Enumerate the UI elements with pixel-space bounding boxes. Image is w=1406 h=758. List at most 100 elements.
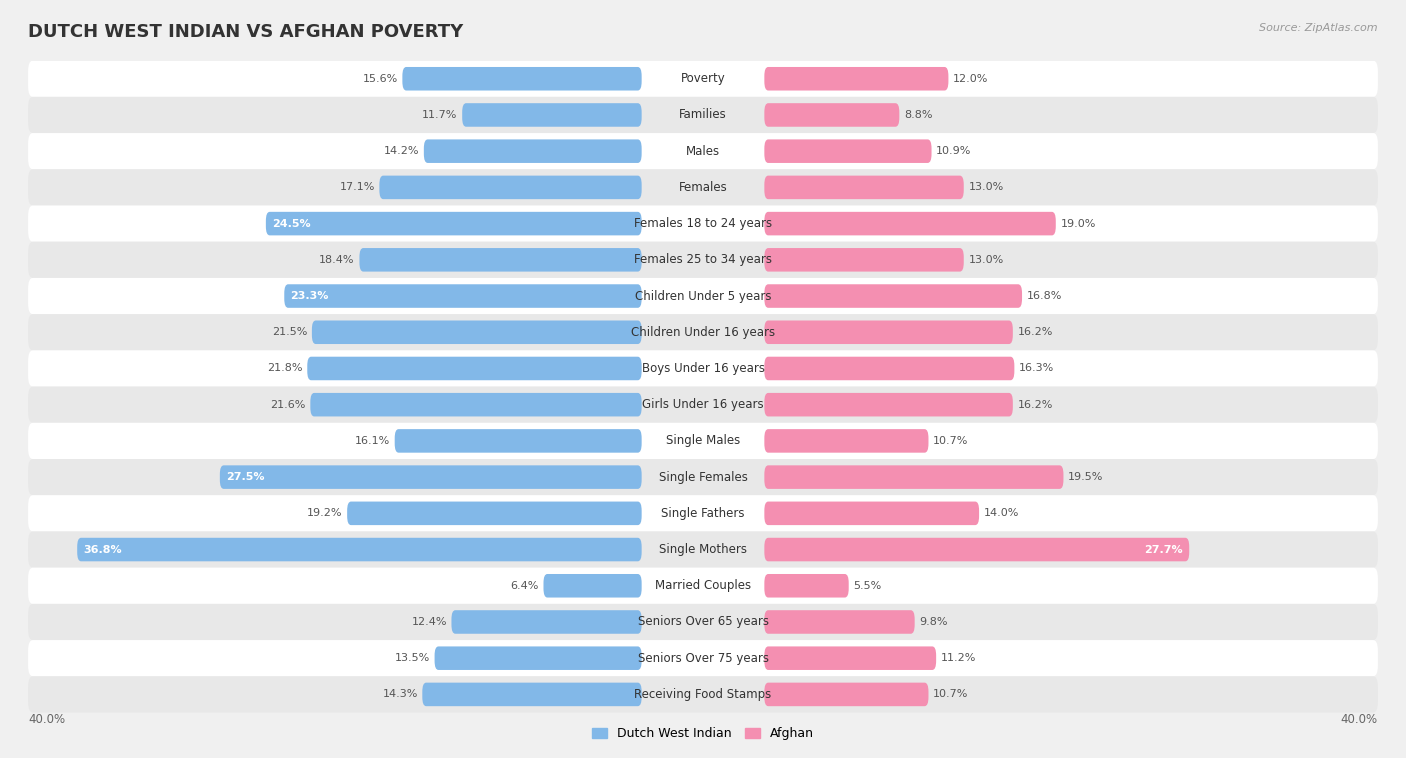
FancyBboxPatch shape: [765, 574, 849, 597]
FancyBboxPatch shape: [347, 502, 641, 525]
Text: 16.3%: 16.3%: [1019, 364, 1054, 374]
FancyBboxPatch shape: [765, 429, 928, 453]
FancyBboxPatch shape: [765, 393, 1012, 416]
Text: Poverty: Poverty: [681, 72, 725, 85]
Text: Receiving Food Stamps: Receiving Food Stamps: [634, 688, 772, 701]
Text: 14.2%: 14.2%: [384, 146, 419, 156]
FancyBboxPatch shape: [28, 61, 1378, 97]
FancyBboxPatch shape: [765, 67, 949, 90]
Text: Boys Under 16 years: Boys Under 16 years: [641, 362, 765, 375]
FancyBboxPatch shape: [28, 133, 1378, 169]
FancyBboxPatch shape: [765, 357, 1014, 381]
Text: 15.6%: 15.6%: [363, 74, 398, 83]
FancyBboxPatch shape: [423, 139, 641, 163]
Text: 40.0%: 40.0%: [28, 713, 65, 726]
Text: 18.4%: 18.4%: [319, 255, 354, 265]
FancyBboxPatch shape: [28, 242, 1378, 278]
Text: Single Fathers: Single Fathers: [661, 507, 745, 520]
Text: Single Mothers: Single Mothers: [659, 543, 747, 556]
Text: 11.2%: 11.2%: [941, 653, 976, 663]
Text: 9.8%: 9.8%: [920, 617, 948, 627]
Text: Children Under 16 years: Children Under 16 years: [631, 326, 775, 339]
FancyBboxPatch shape: [28, 205, 1378, 242]
FancyBboxPatch shape: [284, 284, 641, 308]
FancyBboxPatch shape: [360, 248, 641, 271]
Text: 10.7%: 10.7%: [934, 436, 969, 446]
Text: Source: ZipAtlas.com: Source: ZipAtlas.com: [1260, 23, 1378, 33]
Text: Single Females: Single Females: [658, 471, 748, 484]
FancyBboxPatch shape: [765, 211, 1056, 236]
FancyBboxPatch shape: [28, 278, 1378, 314]
FancyBboxPatch shape: [28, 676, 1378, 713]
Text: Married Couples: Married Couples: [655, 579, 751, 592]
Text: 19.2%: 19.2%: [307, 509, 343, 518]
Text: 21.8%: 21.8%: [267, 364, 302, 374]
FancyBboxPatch shape: [308, 357, 641, 381]
FancyBboxPatch shape: [402, 67, 641, 90]
Text: 10.7%: 10.7%: [934, 690, 969, 700]
FancyBboxPatch shape: [311, 393, 641, 416]
FancyBboxPatch shape: [28, 169, 1378, 205]
Text: 14.3%: 14.3%: [382, 690, 418, 700]
FancyBboxPatch shape: [28, 387, 1378, 423]
FancyBboxPatch shape: [544, 574, 641, 597]
Text: 16.8%: 16.8%: [1026, 291, 1062, 301]
Text: 19.5%: 19.5%: [1069, 472, 1104, 482]
Text: Females 25 to 34 years: Females 25 to 34 years: [634, 253, 772, 266]
FancyBboxPatch shape: [266, 211, 641, 236]
FancyBboxPatch shape: [28, 423, 1378, 459]
FancyBboxPatch shape: [765, 537, 1189, 562]
FancyBboxPatch shape: [765, 321, 1012, 344]
Text: 24.5%: 24.5%: [271, 218, 311, 229]
Text: 19.0%: 19.0%: [1060, 218, 1095, 229]
Text: 12.0%: 12.0%: [953, 74, 988, 83]
Text: Single Males: Single Males: [666, 434, 740, 447]
FancyBboxPatch shape: [765, 465, 1063, 489]
Text: 13.0%: 13.0%: [969, 255, 1004, 265]
FancyBboxPatch shape: [434, 647, 641, 670]
Text: Seniors Over 75 years: Seniors Over 75 years: [637, 652, 769, 665]
FancyBboxPatch shape: [451, 610, 641, 634]
Text: Males: Males: [686, 145, 720, 158]
Text: Girls Under 16 years: Girls Under 16 years: [643, 398, 763, 411]
FancyBboxPatch shape: [28, 568, 1378, 604]
FancyBboxPatch shape: [765, 647, 936, 670]
FancyBboxPatch shape: [765, 502, 979, 525]
FancyBboxPatch shape: [28, 350, 1378, 387]
FancyBboxPatch shape: [765, 176, 963, 199]
FancyBboxPatch shape: [28, 640, 1378, 676]
Text: 16.2%: 16.2%: [1018, 327, 1053, 337]
Text: 27.5%: 27.5%: [226, 472, 264, 482]
Text: 16.2%: 16.2%: [1018, 399, 1053, 409]
FancyBboxPatch shape: [765, 139, 932, 163]
FancyBboxPatch shape: [765, 284, 1022, 308]
FancyBboxPatch shape: [765, 610, 915, 634]
FancyBboxPatch shape: [28, 531, 1378, 568]
Text: 17.1%: 17.1%: [339, 183, 375, 193]
FancyBboxPatch shape: [219, 465, 641, 489]
FancyBboxPatch shape: [28, 604, 1378, 640]
Text: 5.5%: 5.5%: [853, 581, 882, 590]
FancyBboxPatch shape: [28, 459, 1378, 495]
FancyBboxPatch shape: [28, 495, 1378, 531]
Text: Females: Females: [679, 181, 727, 194]
Text: Seniors Over 65 years: Seniors Over 65 years: [637, 615, 769, 628]
Text: 36.8%: 36.8%: [83, 544, 122, 555]
FancyBboxPatch shape: [395, 429, 641, 453]
FancyBboxPatch shape: [380, 176, 641, 199]
Text: 21.5%: 21.5%: [271, 327, 308, 337]
Text: 27.7%: 27.7%: [1144, 544, 1182, 555]
Text: DUTCH WEST INDIAN VS AFGHAN POVERTY: DUTCH WEST INDIAN VS AFGHAN POVERTY: [28, 23, 464, 41]
FancyBboxPatch shape: [463, 103, 641, 127]
Text: 12.4%: 12.4%: [412, 617, 447, 627]
Text: 40.0%: 40.0%: [1341, 713, 1378, 726]
FancyBboxPatch shape: [77, 537, 641, 562]
FancyBboxPatch shape: [312, 321, 641, 344]
FancyBboxPatch shape: [28, 314, 1378, 350]
Text: 21.6%: 21.6%: [270, 399, 305, 409]
Text: Families: Families: [679, 108, 727, 121]
Text: Children Under 5 years: Children Under 5 years: [634, 290, 772, 302]
Text: 11.7%: 11.7%: [422, 110, 457, 120]
Text: 10.9%: 10.9%: [936, 146, 972, 156]
Text: 23.3%: 23.3%: [291, 291, 329, 301]
